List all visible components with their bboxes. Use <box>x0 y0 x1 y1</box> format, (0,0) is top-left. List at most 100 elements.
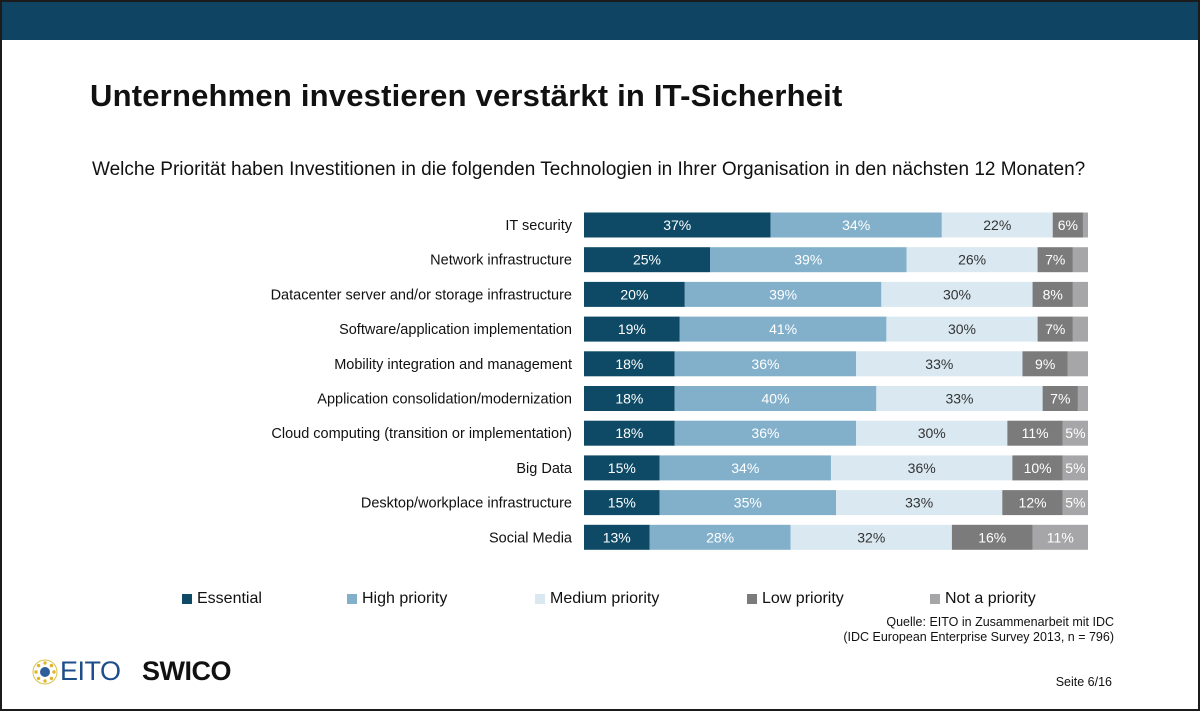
bar-medium-priority-datacenter-server-and-or-storage-infrastructure <box>881 281 1033 307</box>
slide-title: Unternehmen investieren verstärkt in IT-… <box>90 78 843 113</box>
data-label-medium-priority-software-application-implementation: 30% <box>948 321 976 337</box>
legend-item-high-priority: High priority <box>347 590 447 608</box>
data-label-medium-priority-it-security: 22% <box>983 217 1011 233</box>
data-label-low-priority-application-consolidation-modernization: 7% <box>1050 391 1070 407</box>
bar-not-a-priority-datacenter-server-and-or-storage-infrastructure <box>1072 281 1088 307</box>
data-label-high-priority-application-consolidation-modernization: 40% <box>762 391 790 407</box>
data-label-low-priority-it-security: 6% <box>1058 217 1078 233</box>
bar-high-priority-network-infrastructure <box>710 247 907 273</box>
bar-low-priority-desktop-workplace-infrastructure <box>1002 490 1063 516</box>
category-label-application-consolidation-modernization: Application consolidation/modernization <box>317 392 572 408</box>
bar-high-priority-datacenter-server-and-or-storage-infrastructure <box>684 281 882 307</box>
bar-high-priority-desktop-workplace-infrastructure <box>659 490 836 516</box>
bar-essential-software-application-implementation <box>584 316 680 342</box>
bar-low-priority-network-infrastructure <box>1037 247 1073 273</box>
category-label-mobility-integration-and-management: Mobility integration and management <box>334 357 572 373</box>
bar-essential-social-media <box>584 524 650 550</box>
bar-essential-desktop-workplace-infrastructure <box>584 490 660 516</box>
bar-essential-network-infrastructure <box>584 247 710 273</box>
data-label-medium-priority-desktop-workplace-infrastructure: 33% <box>905 495 933 511</box>
source-line-2: (IDC European Enterprise Survey 2013, n … <box>843 630 1114 644</box>
bar-medium-priority-big-data <box>830 455 1013 481</box>
data-label-essential-software-application-implementation: 19% <box>618 321 646 337</box>
category-label-social-media: Social Media <box>489 530 573 546</box>
eito-stars-icon <box>32 659 58 684</box>
legend-swatch-low-priority <box>747 594 757 604</box>
bar-medium-priority-desktop-workplace-infrastructure <box>836 490 1003 516</box>
legend-item-low-priority: Low priority <box>747 590 844 608</box>
data-label-low-priority-mobility-integration-and-management: 9% <box>1035 356 1055 372</box>
data-label-essential-it-security: 37% <box>663 217 691 233</box>
legend-label-essential: Essential <box>197 590 262 607</box>
bar-high-priority-it-security <box>770 212 942 238</box>
data-label-essential-application-consolidation-modernization: 18% <box>615 391 643 407</box>
data-label-high-priority-network-infrastructure: 39% <box>794 252 822 268</box>
bar-low-priority-datacenter-server-and-or-storage-infrastructure <box>1032 281 1073 307</box>
data-label-medium-priority-social-media: 32% <box>857 529 885 545</box>
bar-not-a-priority-mobility-integration-and-management <box>1067 351 1088 377</box>
data-label-not-a-priority-desktop-workplace-infrastructure: 5% <box>1065 495 1085 511</box>
data-label-high-priority-social-media: 28% <box>706 529 734 545</box>
bar-high-priority-social-media <box>649 524 791 550</box>
bar-not-a-priority-desktop-workplace-infrastructure <box>1062 490 1088 516</box>
legend-swatch-medium-priority <box>535 594 545 604</box>
bar-essential-big-data <box>584 455 660 481</box>
bar-low-priority-big-data <box>1012 455 1063 481</box>
bar-not-a-priority-application-consolidation-modernization <box>1077 386 1088 411</box>
data-label-essential-cloud-computing-transition-or-implementation: 18% <box>615 425 643 441</box>
bar-essential-application-consolidation-modernization <box>584 386 675 411</box>
data-label-high-priority-big-data: 34% <box>731 460 759 476</box>
data-label-low-priority-big-data: 10% <box>1024 460 1052 476</box>
eito-logo: EITO <box>32 656 121 687</box>
bar-essential-mobility-integration-and-management <box>584 351 675 377</box>
data-label-essential-desktop-workplace-infrastructure: 15% <box>608 495 636 511</box>
data-label-high-priority-it-security: 34% <box>842 217 870 233</box>
legend-item-medium-priority: Medium priority <box>535 590 659 608</box>
bar-not-a-priority-big-data <box>1062 455 1088 481</box>
data-label-high-priority-cloud-computing-transition-or-implementation: 36% <box>751 425 779 441</box>
bar-essential-cloud-computing-transition-or-implementation <box>584 420 675 446</box>
bar-high-priority-mobility-integration-and-management <box>674 351 857 377</box>
bar-essential-it-security <box>584 212 771 238</box>
bar-not-a-priority-software-application-implementation <box>1072 316 1088 342</box>
bar-not-a-priority-social-media <box>1032 524 1088 550</box>
chart-question: Welche Priorität haben Investitionen in … <box>92 159 1086 180</box>
swico-logo: SWICO <box>142 656 232 686</box>
data-label-not-a-priority-big-data: 5% <box>1065 460 1085 476</box>
bar-medium-priority-mobility-integration-and-management <box>856 351 1023 377</box>
data-label-high-priority-software-application-implementation: 41% <box>769 321 797 337</box>
bar-low-priority-application-consolidation-modernization <box>1042 386 1078 411</box>
bar-high-priority-application-consolidation-modernization <box>674 386 877 411</box>
legend-swatch-not-a-priority <box>930 594 940 604</box>
data-label-low-priority-network-infrastructure: 7% <box>1045 252 1065 268</box>
bar-low-priority-cloud-computing-transition-or-implementation <box>1007 420 1063 446</box>
category-label-it-security: IT security <box>505 218 572 234</box>
legend-item-not-a-priority: Not a priority <box>930 590 1036 608</box>
data-label-not-a-priority-social-media: 11% <box>1047 529 1074 545</box>
category-label-big-data: Big Data <box>516 461 573 477</box>
data-label-low-priority-desktop-workplace-infrastructure: 12% <box>1019 495 1047 511</box>
data-label-essential-mobility-integration-and-management: 18% <box>615 356 643 372</box>
bar-not-a-priority-it-security <box>1082 212 1088 238</box>
bar-medium-priority-network-infrastructure <box>906 247 1038 273</box>
source-note: Quelle: EITO in Zusammenarbeit mit IDC (… <box>843 615 1114 645</box>
legend-label-medium-priority: Medium priority <box>550 590 660 607</box>
top-band <box>2 2 1198 40</box>
data-label-low-priority-cloud-computing-transition-or-implementation: 11% <box>1022 425 1049 441</box>
source-line-1: Quelle: EITO in Zusammenarbeit mit IDC <box>886 615 1114 629</box>
data-label-medium-priority-datacenter-server-and-or-storage-infrastructure: 30% <box>943 286 971 302</box>
category-label-datacenter-server-and-or-storage-infrastructure: Datacenter server and/or storage infrast… <box>271 287 572 303</box>
category-label-desktop-workplace-infrastructure: Desktop/workplace infrastructure <box>361 496 572 512</box>
category-label-network-infrastructure: Network infrastructure <box>430 253 572 269</box>
eito-logo-text: EITO <box>60 656 121 686</box>
category-label-software-application-implementation: Software/application implementation <box>339 322 572 338</box>
data-label-medium-priority-big-data: 36% <box>908 460 936 476</box>
data-label-essential-datacenter-server-and-or-storage-infrastructure: 20% <box>620 286 648 302</box>
bar-not-a-priority-cloud-computing-transition-or-implementation <box>1062 420 1088 446</box>
data-label-low-priority-software-application-implementation: 7% <box>1045 321 1065 337</box>
data-label-essential-big-data: 15% <box>608 460 636 476</box>
bar-medium-priority-software-application-implementation <box>886 316 1038 342</box>
bar-medium-priority-application-consolidation-modernization <box>876 386 1043 411</box>
